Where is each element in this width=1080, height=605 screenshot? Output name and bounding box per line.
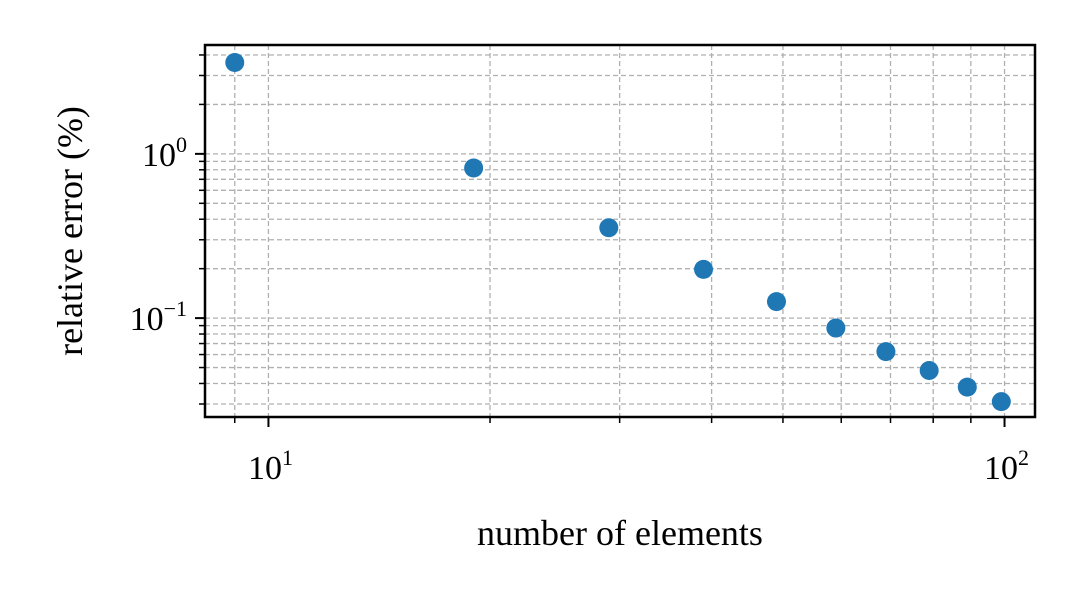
tick-label-base: 10 bbox=[142, 137, 176, 174]
data-point bbox=[991, 392, 1011, 412]
tick-label-base: 10 bbox=[984, 450, 1018, 487]
data-point bbox=[919, 360, 939, 380]
tick-label-base: 10 bbox=[248, 450, 282, 487]
tick-label-base: 10 bbox=[130, 301, 164, 338]
grid bbox=[205, 45, 1035, 417]
tick-label-exponent: 0 bbox=[176, 132, 187, 157]
x-tick-label: 101 bbox=[248, 445, 293, 487]
data-point bbox=[599, 218, 619, 238]
y-tick-label: 10−1 bbox=[130, 296, 187, 338]
x-axis-label: number of elements bbox=[477, 513, 763, 553]
plot-frame bbox=[203, 43, 1037, 419]
data-point bbox=[826, 318, 846, 338]
data-point bbox=[766, 292, 786, 312]
data-point bbox=[225, 52, 245, 72]
data-point bbox=[464, 158, 484, 178]
tick-label-exponent: 2 bbox=[1018, 445, 1029, 470]
y-tick-label: 100 bbox=[142, 132, 187, 174]
data-points bbox=[225, 52, 1011, 412]
tick-label-exponent: −1 bbox=[164, 296, 187, 321]
data-point bbox=[876, 342, 896, 362]
data-point bbox=[957, 377, 977, 397]
data-point bbox=[694, 259, 714, 279]
axis-ticks bbox=[195, 54, 1006, 427]
tick-label-exponent: 1 bbox=[282, 445, 293, 470]
x-tick-label: 102 bbox=[984, 445, 1029, 487]
y-axis-label: relative error (%) bbox=[50, 106, 90, 356]
